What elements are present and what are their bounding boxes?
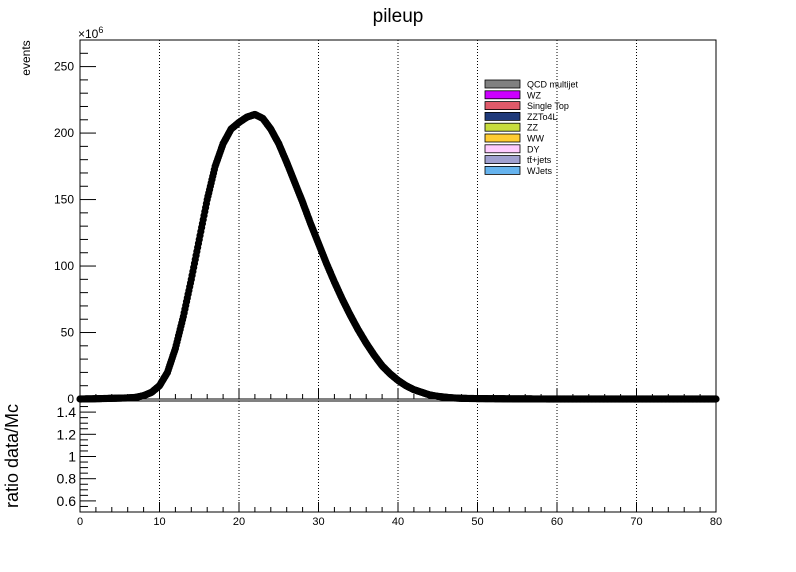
- legend-swatch: [484, 122, 521, 132]
- legend-label: ZZ: [527, 123, 538, 133]
- ratio-y-axis-label: ratio data/Mc: [2, 404, 22, 508]
- x-tick-label: 10: [153, 516, 165, 528]
- legend-swatch: [484, 144, 521, 154]
- x-tick-label: 60: [551, 516, 563, 528]
- legend-swatch: [484, 155, 521, 165]
- legend-label: QCD multijet: [527, 80, 579, 90]
- ratio-frame: [79, 400, 717, 513]
- legend-label: tt̄+jets: [527, 155, 552, 165]
- ratio-y-tick-label: 1.2: [57, 426, 77, 442]
- y-tick-label: 0: [67, 392, 74, 406]
- legend-swatch: [484, 112, 521, 121]
- y-tick-label: 250: [54, 60, 74, 74]
- y-tick-label: 200: [54, 126, 74, 140]
- y-multiplier: ×106: [78, 25, 103, 41]
- x-tick-label: 50: [471, 516, 483, 528]
- x-tick-label: 70: [630, 516, 642, 528]
- legend-label: ZZTo4L: [527, 112, 558, 122]
- legend-swatch: [484, 165, 521, 175]
- legend-label: WZ: [527, 90, 541, 100]
- chart-title: pileup: [373, 6, 424, 27]
- x-tick-label: 80: [710, 516, 722, 528]
- legend-swatch: [484, 101, 521, 110]
- legend-label: Single Top: [527, 101, 569, 111]
- ratio-y-tick-label: 1: [68, 449, 76, 465]
- ratio-y-tick-label: 1.4: [57, 404, 77, 420]
- legend-swatch: [484, 90, 521, 100]
- legend-label: WJets: [527, 166, 553, 176]
- y-tick-label: 100: [54, 259, 74, 273]
- ratio-plot-area: 0.6 0.8 1 1.2 1.4 0 10 20 30 40 50 60 70 80: [57, 400, 722, 528]
- ratio-y-tick-label: 0.6: [57, 493, 77, 509]
- legend-swatch: [484, 133, 521, 143]
- ratio-y-tick-label: 0.8: [57, 471, 77, 487]
- x-tick-label: 20: [233, 516, 245, 528]
- y-tick-label: 50: [61, 326, 75, 340]
- y-axis-label: events: [19, 40, 33, 75]
- upper-plot-area: 0 50 100 150 200 250: [54, 39, 720, 406]
- x-tick-label: 0: [77, 516, 83, 528]
- x-tick-label: 30: [312, 516, 324, 528]
- legend-label: DY: [527, 144, 540, 154]
- legend-swatch: [484, 79, 521, 89]
- y-tick-label: 150: [54, 193, 74, 207]
- x-tick-label: 40: [392, 516, 404, 528]
- legend-label: WW: [527, 134, 544, 144]
